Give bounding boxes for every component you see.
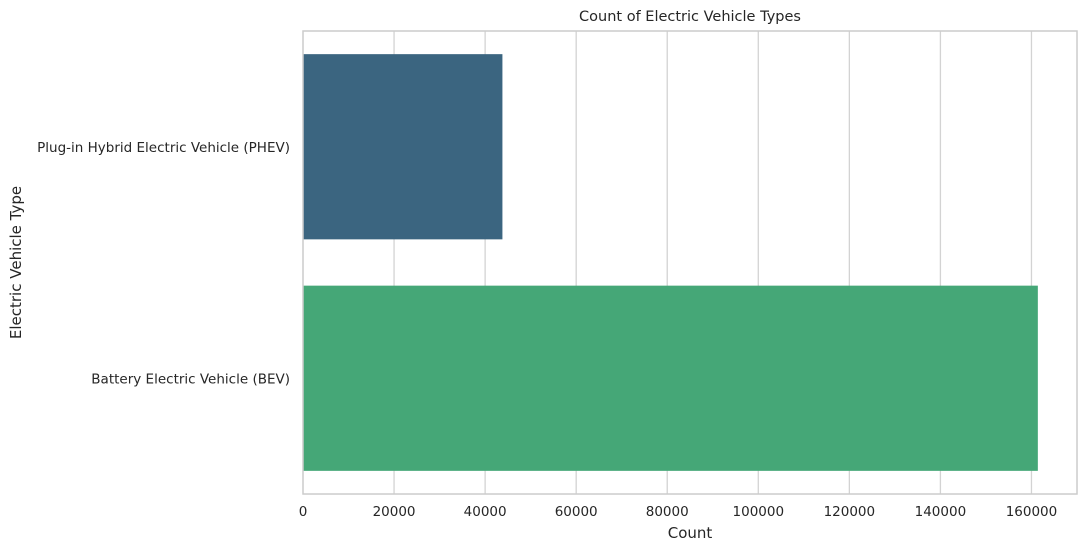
- bars: [303, 54, 1038, 471]
- x-tick-label-0: 0: [299, 504, 308, 520]
- x-tick-label-7: 140000: [915, 504, 967, 520]
- x-tick-label-1: 20000: [373, 504, 416, 520]
- chart-title: Count of Electric Vehicle Types: [579, 9, 801, 25]
- y-tick-label-1: Battery Electric Vehicle (BEV): [91, 371, 290, 387]
- x-axis-label: Count: [668, 524, 713, 542]
- plot-frame: [302, 30, 1078, 495]
- x-tick-label-5: 100000: [733, 504, 785, 520]
- x-axis-ticks: 0 20000 40000 60000 80000 100000 120000 140000 1…: [299, 504, 1058, 520]
- y-tick-label-0: Plug-in Hybrid Electric Vehicle (PHEV): [37, 140, 290, 156]
- x-tick-label-3: 60000: [555, 504, 598, 520]
- x-tick-label-2: 40000: [464, 504, 507, 520]
- x-tick-label-6: 120000: [824, 504, 876, 520]
- x-tick-label-4: 80000: [646, 504, 689, 520]
- y-axis-label: Electric Vehicle Type: [7, 186, 25, 339]
- x-tick-label-8: 160000: [1006, 504, 1058, 520]
- bar-0: [303, 54, 503, 240]
- bar-1: [303, 285, 1038, 471]
- y-axis-ticks: Plug-in Hybrid Electric Vehicle (PHEV) Ba…: [37, 140, 290, 388]
